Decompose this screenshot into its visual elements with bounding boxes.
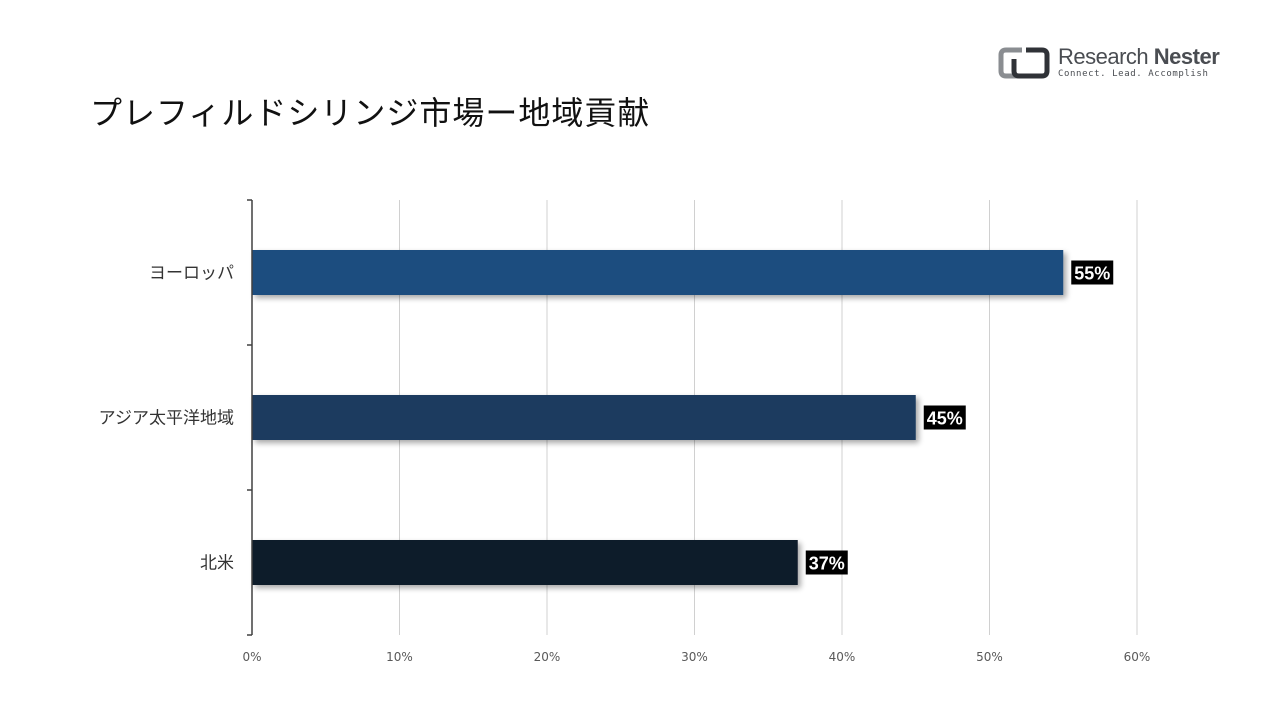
data-label-background bbox=[1071, 260, 1114, 285]
logo-name: Research Nester bbox=[1058, 44, 1220, 69]
chart-title: プレフィルドシリンジ市場ー地域貢献 bbox=[90, 94, 651, 132]
x-tick-label: 50% bbox=[976, 650, 1003, 664]
x-tick-label: 0% bbox=[242, 650, 261, 664]
category-label: 北米 bbox=[200, 554, 234, 574]
bar bbox=[252, 395, 916, 440]
x-tick-label: 20% bbox=[534, 650, 561, 664]
research-nester-logo: Research Nester Connect. Lead. Accomplis… bbox=[998, 44, 1228, 84]
logo-tagline: Connect. Lead. Accomplish bbox=[1058, 69, 1209, 79]
logo-mark-icon bbox=[998, 47, 1050, 79]
x-tick-label: 40% bbox=[829, 650, 856, 664]
data-label-background bbox=[923, 405, 966, 430]
y-axis bbox=[247, 199, 253, 636]
category-label: ヨーロッパ bbox=[149, 264, 234, 284]
bars bbox=[252, 250, 1064, 585]
x-tick-label: 10% bbox=[386, 650, 413, 664]
data-label: 55% bbox=[1074, 264, 1110, 284]
labels: 0% 10% 20% 30% 40% 50% 60% ヨーロッパ 55% アジア太平洋地域 45% 北… bbox=[99, 260, 1151, 664]
bar bbox=[252, 540, 798, 585]
data-label: 37% bbox=[809, 554, 845, 574]
data-label: 45% bbox=[927, 409, 963, 429]
data-label-background bbox=[805, 550, 848, 575]
category-label: アジア太平洋地域 bbox=[99, 409, 234, 429]
bar bbox=[252, 250, 1064, 295]
x-tick-label: 60% bbox=[1124, 650, 1151, 664]
x-tick-label: 30% bbox=[681, 650, 708, 664]
